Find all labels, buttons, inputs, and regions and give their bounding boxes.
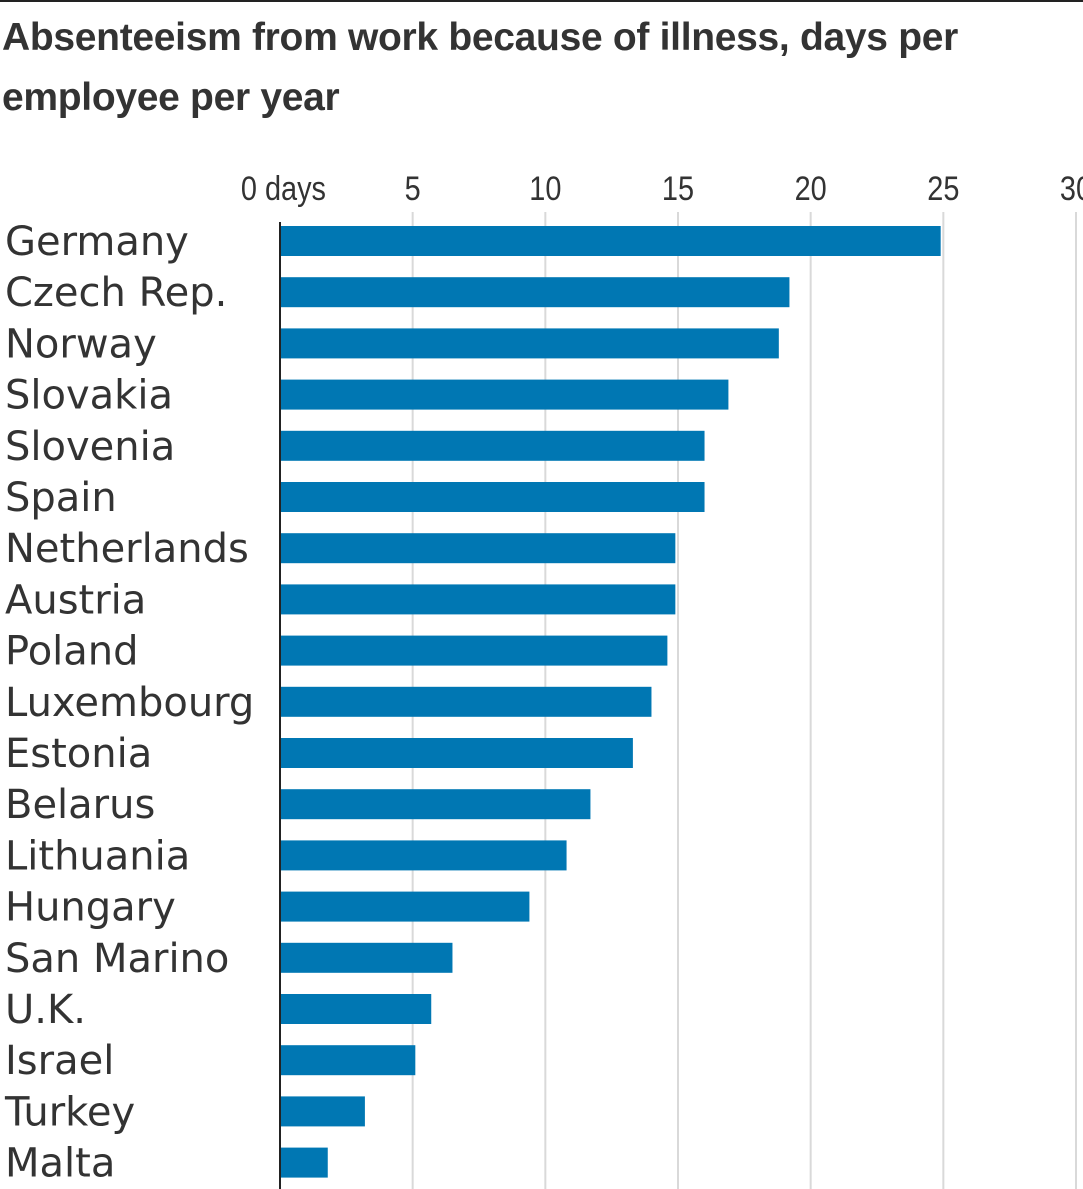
tick-label: 10	[529, 169, 561, 208]
category-label: Austria	[5, 577, 146, 623]
bar-belarus	[280, 789, 591, 820]
tick-label: 20	[795, 169, 827, 208]
bar-slovenia	[280, 430, 705, 461]
tick-label: 5	[405, 169, 421, 208]
category-label: Germany	[5, 219, 189, 265]
category-label: U.K.	[5, 987, 86, 1033]
category-label: Norway	[5, 321, 157, 367]
category-label: Belarus	[5, 782, 155, 828]
tick-label: 15	[662, 169, 694, 208]
bar-turkey	[280, 1096, 365, 1127]
category-label: Israel	[5, 1038, 114, 1084]
bar-hungary	[280, 891, 530, 922]
bar-spain	[280, 482, 705, 512]
category-label: Poland	[5, 629, 139, 675]
category-label: Lithuania	[5, 833, 190, 879]
bar-poland	[280, 635, 668, 666]
bar-germany	[280, 226, 941, 256]
tick-label: 25	[927, 169, 959, 208]
bar-israel	[280, 1045, 416, 1076]
bar-netherlands	[280, 533, 676, 564]
tick-label: 0 days	[241, 169, 326, 208]
bar-norway	[280, 328, 779, 359]
bar-u-k-	[280, 994, 432, 1024]
category-label: Slovenia	[5, 424, 175, 470]
category-label: Malta	[5, 1141, 115, 1187]
category-label: Luxembourg	[5, 680, 254, 726]
category-label: San Marino	[5, 936, 229, 982]
bar-malta	[280, 1147, 328, 1178]
chart-title: Absenteeism from work because of illness…	[2, 16, 959, 119]
category-label: Spain	[5, 475, 117, 521]
bar-lithuania	[280, 840, 567, 871]
category-label: Hungary	[5, 885, 176, 931]
category-label: Slovakia	[5, 373, 173, 419]
bar-slovakia	[280, 379, 729, 410]
category-label: Czech Rep.	[5, 270, 227, 316]
bar-san-marino	[280, 942, 453, 973]
category-label: Estonia	[5, 731, 152, 777]
category-label: Turkey	[4, 1089, 135, 1135]
bar-luxembourg	[280, 686, 652, 717]
tick-label: 30	[1060, 169, 1083, 208]
bar-austria	[280, 584, 676, 615]
bar-estonia	[280, 738, 633, 768]
bar-czech-rep-	[280, 277, 790, 308]
category-label: Netherlands	[5, 526, 249, 572]
top-rule	[0, 0, 1083, 2]
